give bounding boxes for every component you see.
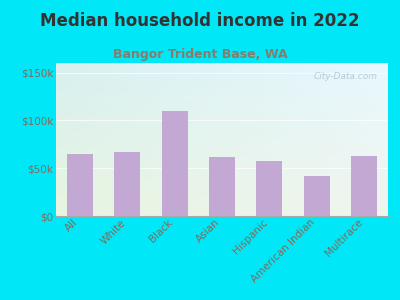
Bar [162,111,188,216]
Bar [209,157,235,216]
Bar [256,161,282,216]
Bar [351,156,377,216]
Text: Median household income in 2022: Median household income in 2022 [40,12,360,30]
Bar [304,176,330,216]
Text: City-Data.com: City-Data.com [314,72,378,81]
Bar [67,154,93,216]
Text: Bangor Trident Base, WA: Bangor Trident Base, WA [113,48,287,61]
Bar [114,152,140,216]
